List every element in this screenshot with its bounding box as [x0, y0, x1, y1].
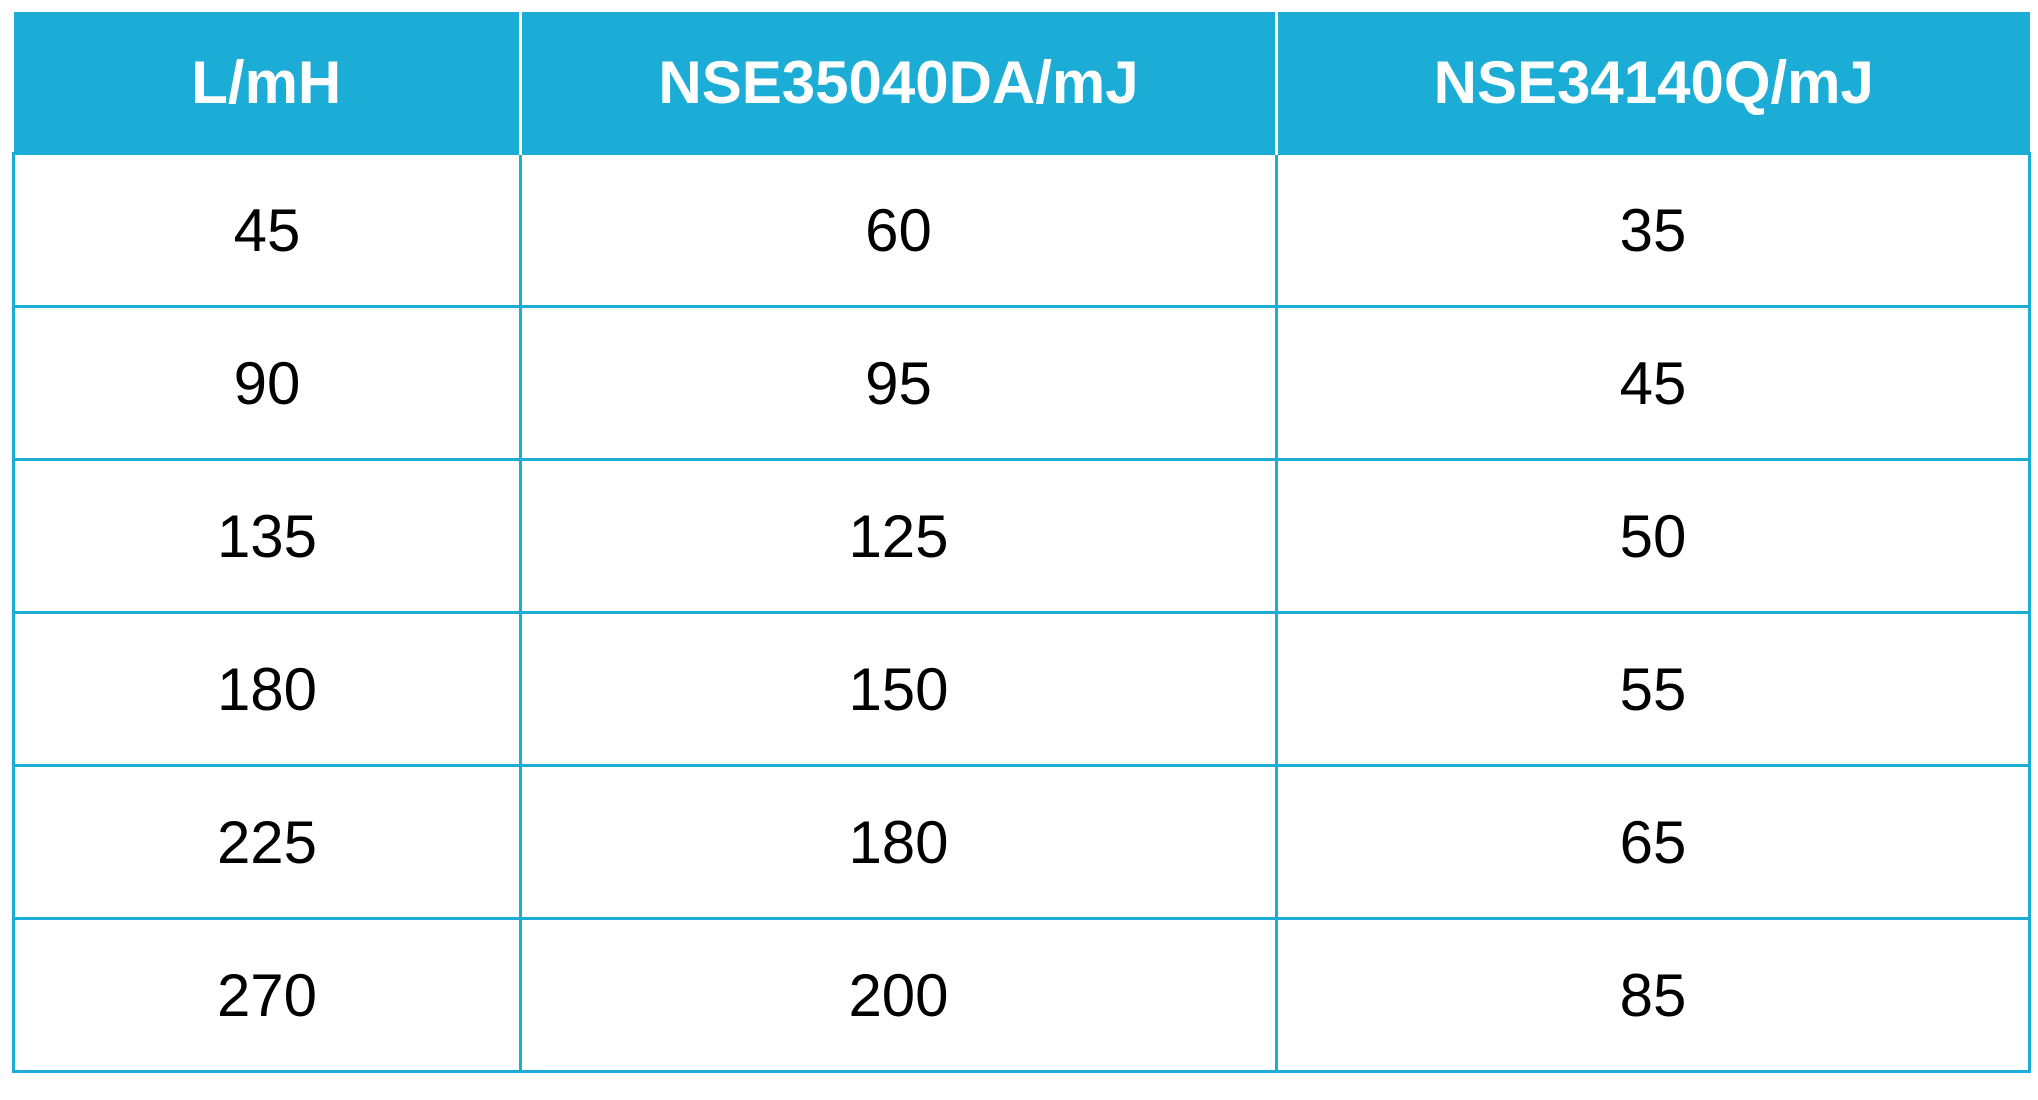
cell-nse35040da: 150 — [519, 611, 1278, 767]
header-nse35040da: NSE35040DA/mJ — [519, 12, 1278, 154]
cell-nse35040da: 180 — [519, 764, 1278, 920]
cell-inductance: 45 — [12, 152, 522, 308]
cell-nse34140q: 45 — [1275, 305, 2031, 461]
table-row: 135 125 50 — [12, 458, 2031, 614]
header-row: L/mH NSE35040DA/mJ NSE34140Q/mJ — [13, 12, 2030, 154]
cell-nse34140q: 65 — [1275, 764, 2031, 920]
table-row: 270 200 85 — [12, 917, 2031, 1073]
cell-inductance: 225 — [12, 764, 522, 920]
cell-nse35040da: 200 — [519, 917, 1278, 1073]
table-row: 45 60 35 — [12, 152, 2031, 308]
cell-nse34140q: 50 — [1275, 458, 2031, 614]
cell-inductance: 135 — [12, 458, 522, 614]
cell-nse35040da: 60 — [519, 152, 1278, 308]
cell-inductance: 180 — [12, 611, 522, 767]
cell-nse35040da: 125 — [519, 458, 1278, 614]
cell-nse34140q: 35 — [1275, 152, 2031, 308]
table-row: 180 150 55 — [12, 611, 2031, 767]
cell-inductance: 270 — [12, 917, 522, 1073]
cell-nse34140q: 55 — [1275, 611, 2031, 767]
table-row: 225 180 65 — [12, 764, 2031, 920]
header-inductance: L/mH — [13, 12, 522, 154]
header-nse34140q: NSE34140Q/mJ — [1275, 12, 2030, 154]
cell-nse34140q: 85 — [1275, 917, 2031, 1073]
cell-nse35040da: 95 — [519, 305, 1278, 461]
table-row: 90 95 45 — [12, 305, 2031, 461]
data-table: L/mH NSE35040DA/mJ NSE34140Q/mJ 45 60 35 90… — [12, 12, 2031, 1073]
cell-inductance: 90 — [12, 305, 522, 461]
